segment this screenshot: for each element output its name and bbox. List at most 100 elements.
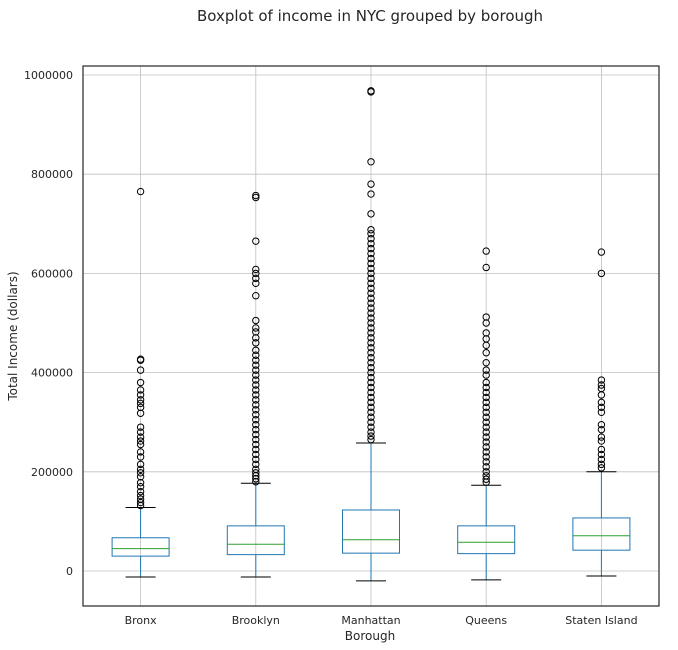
outlier-point	[482, 349, 490, 357]
outlier-point	[367, 344, 375, 352]
outlier-point	[482, 478, 490, 486]
outlier-point	[252, 334, 260, 342]
y-tick-label: 0	[66, 565, 73, 578]
outlier-point	[252, 420, 260, 429]
outlier-point	[252, 416, 260, 424]
outlier-point	[482, 247, 490, 255]
outlier-point	[136, 386, 145, 394]
x-tick-label: Manhattan	[341, 614, 400, 627]
outlier-point	[367, 88, 375, 96]
outlier-point	[367, 239, 375, 248]
outlier-point	[597, 433, 606, 441]
outlier-point	[367, 210, 375, 218]
outlier-point	[367, 408, 375, 416]
y-tick-label: 800000	[31, 168, 73, 181]
boxes-layer	[111, 87, 631, 582]
outlier-point	[252, 191, 260, 200]
outlier-point	[482, 463, 490, 471]
outlier-point	[136, 437, 145, 445]
x-axis-ticks: Bronx Brooklyn Manhattan Queens Staten Islan…	[125, 614, 638, 627]
iqr-box	[342, 509, 400, 554]
outlier-point	[136, 498, 145, 507]
outlier-point	[367, 354, 375, 362]
chart-title: Boxplot of income in NYC grouped by boro…	[197, 7, 543, 25]
outlier-point	[136, 465, 145, 474]
outlier-point	[136, 460, 145, 469]
outlier-point	[482, 438, 490, 446]
outlier-point	[252, 351, 260, 359]
outlier-point	[136, 378, 145, 387]
box-group-queens	[457, 247, 516, 581]
iqr-box	[572, 517, 631, 551]
outlier-point	[136, 428, 145, 436]
outlier-point	[597, 450, 606, 459]
outlier-point	[136, 491, 145, 500]
outlier-point	[482, 371, 490, 379]
outlier-point	[482, 358, 490, 367]
outlier-point	[482, 418, 490, 426]
outlier-point	[252, 376, 260, 384]
plot-frame	[82, 65, 660, 607]
outlier-point	[252, 460, 260, 469]
outlier-point	[597, 425, 606, 434]
x-tick-label: Queens	[465, 614, 507, 627]
outlier-point	[252, 193, 260, 202]
outlier-point	[597, 376, 606, 384]
outlier-point	[367, 393, 375, 402]
box-group-bronx	[111, 187, 170, 578]
outlier-point	[482, 468, 490, 476]
y-tick-label: 1000000	[24, 69, 73, 82]
outlier-point	[367, 249, 375, 258]
outlier-point	[597, 455, 606, 464]
outlier-point	[367, 230, 375, 238]
x-tick-label: Brooklyn	[232, 614, 280, 627]
outlier-point	[252, 430, 260, 439]
outlier-point	[252, 274, 260, 283]
outlier-point	[367, 363, 375, 372]
outlier-point	[136, 433, 145, 441]
outlier-point	[252, 381, 260, 389]
outlier-point	[597, 445, 606, 454]
outlier-point	[252, 478, 260, 486]
outlier-point	[367, 284, 375, 292]
outlier-point	[367, 244, 375, 253]
outlier-point	[252, 279, 260, 288]
outlier-point	[252, 455, 260, 464]
outlier-point	[367, 234, 375, 243]
outlier-point	[367, 299, 375, 307]
outlier-point	[136, 391, 145, 399]
outlier-point	[367, 289, 375, 297]
outlier-point	[252, 292, 260, 300]
outlier-point	[367, 383, 375, 392]
outlier-point	[136, 501, 145, 510]
outlier-point	[367, 304, 375, 312]
outlier-point	[597, 420, 606, 429]
outlier-point	[252, 265, 260, 274]
outlier-point	[482, 388, 490, 397]
outlier-point	[367, 428, 375, 436]
outlier-point	[597, 269, 606, 278]
outlier-point	[482, 378, 490, 387]
outlier-point	[482, 341, 490, 350]
x-axis-label: Borough	[345, 629, 395, 643]
outlier-point	[482, 413, 490, 421]
box-group-staten-island	[572, 248, 631, 577]
outlier-point	[136, 482, 145, 491]
x-tick-label: Bronx	[125, 614, 158, 627]
outlier-point	[482, 398, 490, 407]
outlier-point	[367, 319, 375, 327]
outlier-point	[367, 413, 375, 421]
outlier-point	[252, 425, 260, 434]
outlier-point	[252, 445, 260, 454]
outlier-point	[136, 409, 145, 417]
outlier-point	[252, 316, 260, 325]
outlier-point	[252, 361, 260, 369]
outlier-point	[367, 423, 375, 431]
outlier-point	[252, 339, 260, 347]
outlier-point	[482, 453, 490, 461]
outlier-point	[482, 403, 490, 412]
outlier-point	[367, 314, 375, 322]
outlier-point	[597, 381, 606, 389]
outlier-point	[367, 324, 375, 332]
outlier-point	[482, 423, 490, 431]
